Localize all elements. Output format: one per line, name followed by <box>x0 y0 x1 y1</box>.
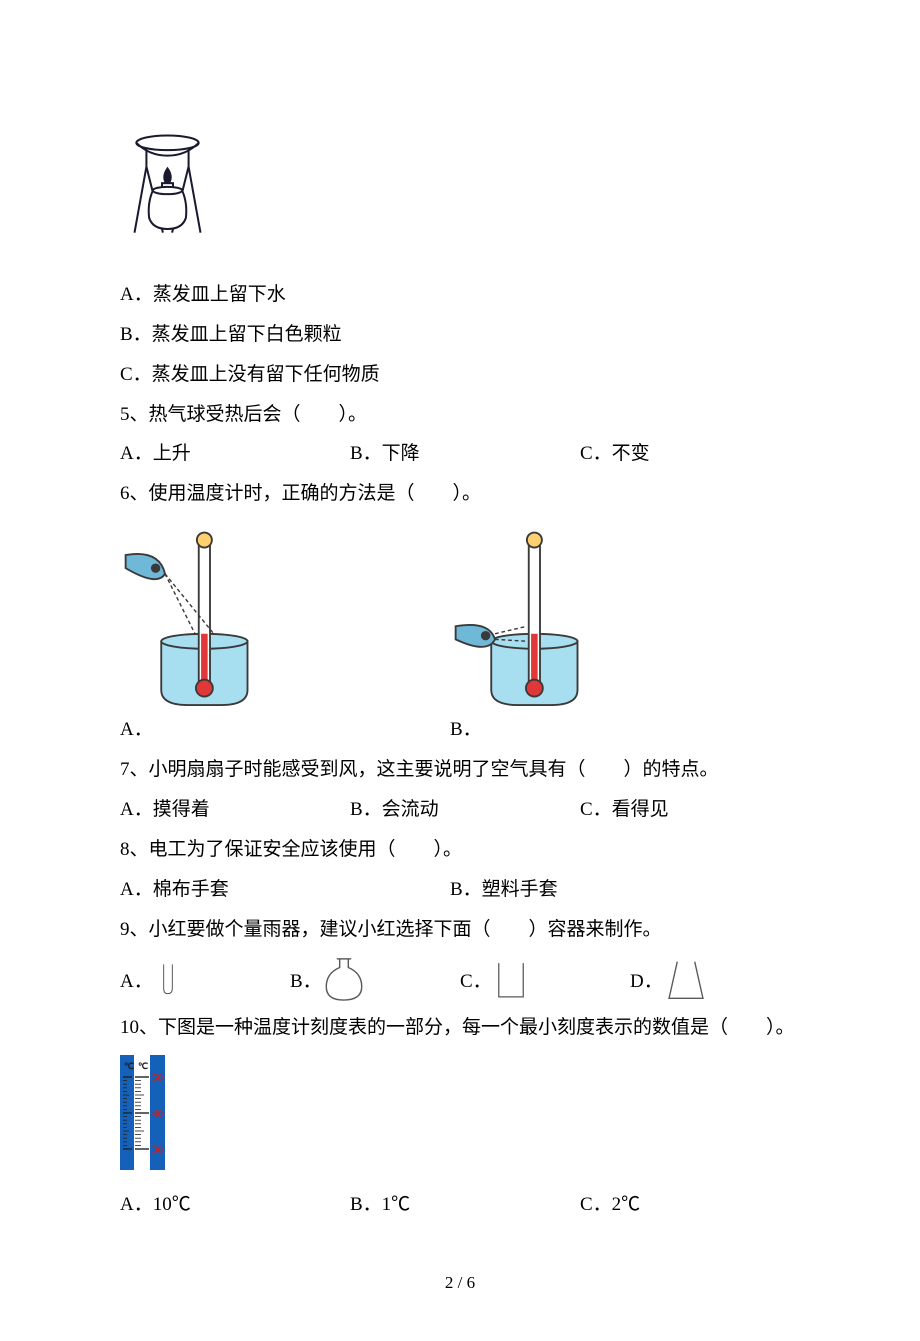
mark-30: 30 <box>152 1144 164 1156</box>
q4-option-b: B．蒸发皿上留下白色颗粒 <box>120 315 800 355</box>
thermometer-look-level-icon <box>450 520 600 710</box>
q7-stem: 7、小明扇扇子时能感受到风，这主要说明了空气具有（ ）的特点。 <box>120 750 800 790</box>
q10-option-b: B．1℃ <box>350 1185 580 1225</box>
q7-options: A．摸得着 B．会流动 C．看得见 <box>120 790 800 830</box>
conical-cup-icon <box>663 958 709 1002</box>
q4-figure <box>120 130 800 255</box>
q6-option-b: B． <box>450 710 482 750</box>
q9-stem: 9、小红要做个量雨器，建议小红选择下面（ ）容器来制作。 <box>120 910 800 950</box>
q5-stem: 5、热气球受热后会（ ）。 <box>120 395 800 435</box>
svg-text:℃: ℃ <box>138 1061 148 1071</box>
q5-options: A．上升 B．下降 C．不变 <box>120 434 800 474</box>
q7-option-a: A．摸得着 <box>120 790 350 830</box>
q6-option-a: A． <box>120 710 153 750</box>
page-number: 2 / 6 <box>120 1265 800 1301</box>
q9-option-a: A． <box>120 962 153 1002</box>
q9-option-c: C． <box>460 962 492 1002</box>
q5-option-c: C．不变 <box>580 434 780 474</box>
q4-option-c: C．蒸发皿上没有留下任何物质 <box>120 355 800 395</box>
q5-option-a: A．上升 <box>120 434 350 474</box>
q8-options: A．棉布手套 B．塑料手套 <box>120 870 800 910</box>
q9-options: A． B． C． D． <box>120 956 800 1002</box>
q10-option-a: A．10℃ <box>120 1185 350 1225</box>
q9-option-d: D． <box>630 962 663 1002</box>
alcohol-burner-icon <box>120 130 215 240</box>
q7-option-c: C．看得见 <box>580 790 780 830</box>
q8-stem: 8、电工为了保证安全应该使用（ ）。 <box>120 830 800 870</box>
q10-stem: 10、下图是一种温度计刻度表的一部分，每一个最小刻度表示的数值是（ ）。 <box>120 1008 800 1048</box>
q8-option-b: B．塑料手套 <box>450 870 750 910</box>
q6-stem: 6、使用温度计时，正确的方法是（ ）。 <box>120 474 800 514</box>
q9-option-b: B． <box>290 962 322 1002</box>
q5-option-b: B．下降 <box>350 434 580 474</box>
thermometer-look-down-icon <box>120 520 270 710</box>
thermometer-scale-icon: ℃ ℃ 50 40 30 <box>120 1055 165 1170</box>
mark-40: 40 <box>152 1108 164 1120</box>
q4-option-a: A．蒸发皿上留下水 <box>120 275 800 315</box>
cylinder-icon <box>492 958 530 1002</box>
q10-options: A．10℃ B．1℃ C．2℃ <box>120 1185 800 1225</box>
q10-figure: ℃ ℃ 50 40 30 <box>120 1055 800 1185</box>
svg-text:℃: ℃ <box>124 1061 134 1071</box>
mark-50: 50 <box>152 1072 164 1084</box>
q7-option-b: B．会流动 <box>350 790 580 830</box>
q6-options: A． B． <box>120 520 800 750</box>
q8-option-a: A．棉布手套 <box>120 870 450 910</box>
narrow-tube-icon <box>153 956 183 1002</box>
q10-option-c: C．2℃ <box>580 1185 780 1225</box>
round-flask-icon <box>322 956 366 1002</box>
